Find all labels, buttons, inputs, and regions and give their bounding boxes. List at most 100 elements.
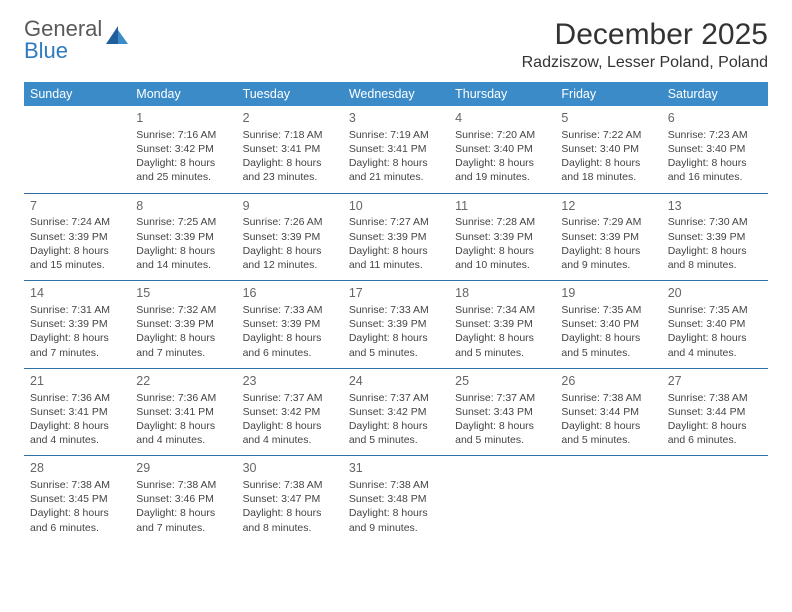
sunrise-text: Sunrise: 7:27 AM <box>349 215 443 229</box>
day-number: 30 <box>243 460 337 477</box>
daylight-text: Daylight: 8 hours and 18 minutes. <box>561 156 655 184</box>
sunrise-text: Sunrise: 7:22 AM <box>561 128 655 142</box>
sunrise-text: Sunrise: 7:24 AM <box>30 215 124 229</box>
day-number: 1 <box>136 110 230 127</box>
calendar-week-row: 28Sunrise: 7:38 AMSunset: 3:45 PMDayligh… <box>24 456 768 543</box>
calendar-day-cell: 29Sunrise: 7:38 AMSunset: 3:46 PMDayligh… <box>130 456 236 543</box>
sunrise-text: Sunrise: 7:29 AM <box>561 215 655 229</box>
daylight-text: Daylight: 8 hours and 9 minutes. <box>561 244 655 272</box>
sunset-text: Sunset: 3:40 PM <box>455 142 549 156</box>
brand-sail-icon <box>104 24 130 46</box>
sunrise-text: Sunrise: 7:37 AM <box>243 391 337 405</box>
sunrise-text: Sunrise: 7:16 AM <box>136 128 230 142</box>
calendar-week-row: 7Sunrise: 7:24 AMSunset: 3:39 PMDaylight… <box>24 193 768 281</box>
day-number: 12 <box>561 198 655 215</box>
calendar-day-cell: 6Sunrise: 7:23 AMSunset: 3:40 PMDaylight… <box>662 106 768 193</box>
day-number: 18 <box>455 285 549 302</box>
day-number: 2 <box>243 110 337 127</box>
calendar-day-cell <box>24 106 130 193</box>
calendar-day-cell: 24Sunrise: 7:37 AMSunset: 3:42 PMDayligh… <box>343 368 449 456</box>
sunset-text: Sunset: 3:41 PM <box>30 405 124 419</box>
day-number: 3 <box>349 110 443 127</box>
day-number: 24 <box>349 373 443 390</box>
calendar-day-cell: 19Sunrise: 7:35 AMSunset: 3:40 PMDayligh… <box>555 281 661 369</box>
sunset-text: Sunset: 3:40 PM <box>561 317 655 331</box>
location-subtitle: Radziszow, Lesser Poland, Poland <box>522 54 768 72</box>
day-number: 29 <box>136 460 230 477</box>
sunrise-text: Sunrise: 7:35 AM <box>668 303 762 317</box>
sunset-text: Sunset: 3:40 PM <box>561 142 655 156</box>
calendar-day-cell <box>449 456 555 543</box>
sunset-text: Sunset: 3:43 PM <box>455 405 549 419</box>
day-number: 19 <box>561 285 655 302</box>
sunset-text: Sunset: 3:39 PM <box>668 230 762 244</box>
calendar-day-cell <box>555 456 661 543</box>
sunset-text: Sunset: 3:39 PM <box>30 230 124 244</box>
sunrise-text: Sunrise: 7:33 AM <box>349 303 443 317</box>
calendar-day-cell: 25Sunrise: 7:37 AMSunset: 3:43 PMDayligh… <box>449 368 555 456</box>
calendar-day-cell: 20Sunrise: 7:35 AMSunset: 3:40 PMDayligh… <box>662 281 768 369</box>
daylight-text: Daylight: 8 hours and 7 minutes. <box>136 506 230 534</box>
day-number: 20 <box>668 285 762 302</box>
calendar-day-cell: 1Sunrise: 7:16 AMSunset: 3:42 PMDaylight… <box>130 106 236 193</box>
day-number: 17 <box>349 285 443 302</box>
calendar-day-cell: 16Sunrise: 7:33 AMSunset: 3:39 PMDayligh… <box>237 281 343 369</box>
sunrise-text: Sunrise: 7:23 AM <box>668 128 762 142</box>
day-header: Monday <box>130 82 236 106</box>
sunrise-text: Sunrise: 7:36 AM <box>30 391 124 405</box>
sunset-text: Sunset: 3:45 PM <box>30 492 124 506</box>
calendar-day-cell: 4Sunrise: 7:20 AMSunset: 3:40 PMDaylight… <box>449 106 555 193</box>
daylight-text: Daylight: 8 hours and 21 minutes. <box>349 156 443 184</box>
daylight-text: Daylight: 8 hours and 5 minutes. <box>455 331 549 359</box>
daylight-text: Daylight: 8 hours and 5 minutes. <box>349 419 443 447</box>
day-header: Saturday <box>662 82 768 106</box>
header: General Blue December 2025 Radziszow, Le… <box>24 18 768 72</box>
sunset-text: Sunset: 3:39 PM <box>30 317 124 331</box>
sunset-text: Sunset: 3:47 PM <box>243 492 337 506</box>
sunrise-text: Sunrise: 7:32 AM <box>136 303 230 317</box>
sunset-text: Sunset: 3:41 PM <box>243 142 337 156</box>
day-number: 10 <box>349 198 443 215</box>
calendar-day-cell: 31Sunrise: 7:38 AMSunset: 3:48 PMDayligh… <box>343 456 449 543</box>
calendar-table: Sunday Monday Tuesday Wednesday Thursday… <box>24 82 768 543</box>
sunrise-text: Sunrise: 7:25 AM <box>136 215 230 229</box>
day-header: Sunday <box>24 82 130 106</box>
calendar-day-cell: 18Sunrise: 7:34 AMSunset: 3:39 PMDayligh… <box>449 281 555 369</box>
sunset-text: Sunset: 3:46 PM <box>136 492 230 506</box>
sunset-text: Sunset: 3:39 PM <box>561 230 655 244</box>
calendar-week-row: 21Sunrise: 7:36 AMSunset: 3:41 PMDayligh… <box>24 368 768 456</box>
sunrise-text: Sunrise: 7:38 AM <box>136 478 230 492</box>
calendar-day-cell: 21Sunrise: 7:36 AMSunset: 3:41 PMDayligh… <box>24 368 130 456</box>
sunset-text: Sunset: 3:39 PM <box>349 317 443 331</box>
sunrise-text: Sunrise: 7:19 AM <box>349 128 443 142</box>
sunrise-text: Sunrise: 7:38 AM <box>30 478 124 492</box>
page: General Blue December 2025 Radziszow, Le… <box>0 0 792 543</box>
sunset-text: Sunset: 3:48 PM <box>349 492 443 506</box>
daylight-text: Daylight: 8 hours and 5 minutes. <box>561 419 655 447</box>
calendar-day-cell: 13Sunrise: 7:30 AMSunset: 3:39 PMDayligh… <box>662 193 768 281</box>
calendar-day-cell: 7Sunrise: 7:24 AMSunset: 3:39 PMDaylight… <box>24 193 130 281</box>
daylight-text: Daylight: 8 hours and 5 minutes. <box>455 419 549 447</box>
sunset-text: Sunset: 3:44 PM <box>668 405 762 419</box>
daylight-text: Daylight: 8 hours and 4 minutes. <box>30 419 124 447</box>
calendar-week-row: 1Sunrise: 7:16 AMSunset: 3:42 PMDaylight… <box>24 106 768 193</box>
sunset-text: Sunset: 3:42 PM <box>349 405 443 419</box>
calendar-day-cell: 22Sunrise: 7:36 AMSunset: 3:41 PMDayligh… <box>130 368 236 456</box>
sunrise-text: Sunrise: 7:20 AM <box>455 128 549 142</box>
calendar-day-cell: 27Sunrise: 7:38 AMSunset: 3:44 PMDayligh… <box>662 368 768 456</box>
calendar-day-cell: 3Sunrise: 7:19 AMSunset: 3:41 PMDaylight… <box>343 106 449 193</box>
daylight-text: Daylight: 8 hours and 8 minutes. <box>243 506 337 534</box>
daylight-text: Daylight: 8 hours and 23 minutes. <box>243 156 337 184</box>
day-header: Thursday <box>449 82 555 106</box>
calendar-day-cell: 12Sunrise: 7:29 AMSunset: 3:39 PMDayligh… <box>555 193 661 281</box>
calendar-day-cell: 26Sunrise: 7:38 AMSunset: 3:44 PMDayligh… <box>555 368 661 456</box>
sunrise-text: Sunrise: 7:18 AM <box>243 128 337 142</box>
brand-logo: General Blue <box>24 18 130 62</box>
sunset-text: Sunset: 3:39 PM <box>136 317 230 331</box>
sunrise-text: Sunrise: 7:38 AM <box>668 391 762 405</box>
sunrise-text: Sunrise: 7:26 AM <box>243 215 337 229</box>
sunset-text: Sunset: 3:39 PM <box>349 230 443 244</box>
day-number: 9 <box>243 198 337 215</box>
day-number: 6 <box>668 110 762 127</box>
daylight-text: Daylight: 8 hours and 19 minutes. <box>455 156 549 184</box>
